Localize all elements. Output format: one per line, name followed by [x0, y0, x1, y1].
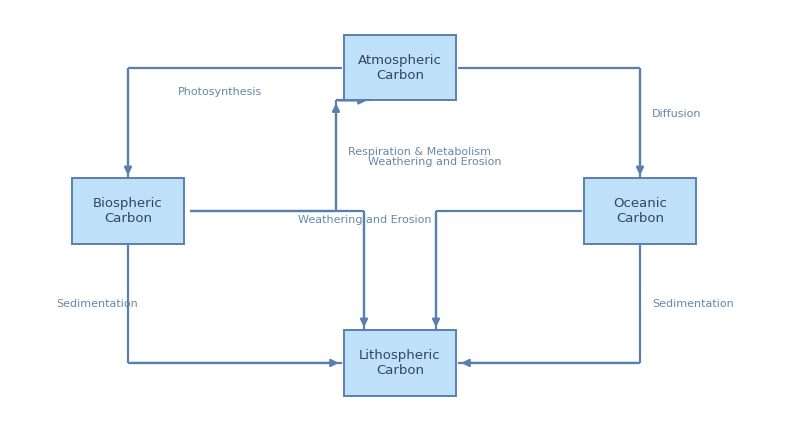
Text: Atmospheric
Carbon: Atmospheric Carbon [358, 54, 442, 81]
Text: Sedimentation: Sedimentation [652, 299, 734, 309]
Text: Sedimentation: Sedimentation [56, 299, 138, 309]
FancyBboxPatch shape [584, 178, 696, 244]
Text: Diffusion: Diffusion [652, 109, 702, 119]
Text: Oceanic
Carbon: Oceanic Carbon [613, 197, 667, 225]
Text: Respiration & Metabolism: Respiration & Metabolism [348, 147, 491, 157]
FancyBboxPatch shape [344, 330, 456, 396]
Text: Photosynthesis: Photosynthesis [178, 87, 262, 97]
Text: Weathering and Erosion: Weathering and Erosion [298, 215, 432, 225]
Text: Biospheric
Carbon: Biospheric Carbon [93, 197, 163, 225]
FancyBboxPatch shape [344, 35, 456, 100]
Text: Weathering and Erosion: Weathering and Erosion [368, 157, 502, 168]
Text: Lithospheric
Carbon: Lithospheric Carbon [359, 349, 441, 377]
FancyBboxPatch shape [72, 178, 184, 244]
